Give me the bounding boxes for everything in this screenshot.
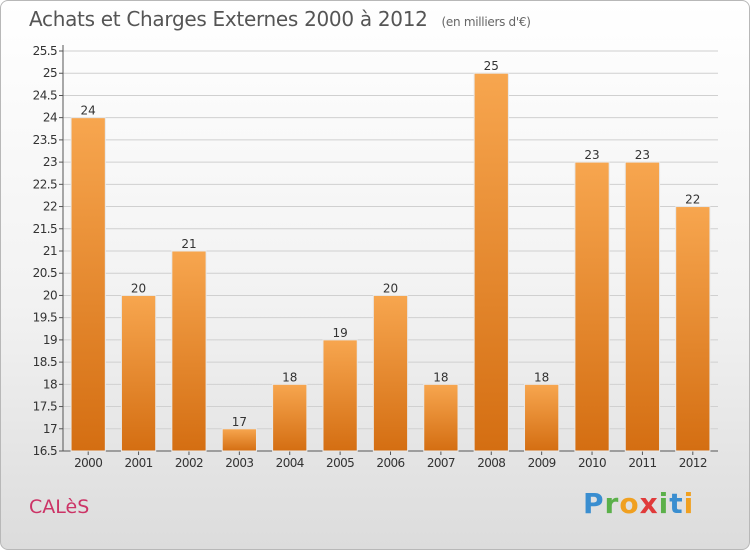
y-tick-label: 20.5	[33, 266, 57, 280]
bar-value-label: 20	[131, 281, 146, 295]
x-tick-label: 2007	[427, 456, 455, 470]
x-tick-label: 2009	[528, 456, 556, 470]
bar-value-label: 21	[181, 237, 196, 251]
bar-value-label: 24	[81, 104, 96, 118]
bar-2012	[675, 206, 711, 452]
x-tick-label: 2008	[477, 456, 505, 470]
y-tick-label: 20	[43, 288, 57, 302]
bar-2000	[70, 117, 106, 452]
logo-letter: i	[683, 487, 695, 520]
y-tick-label: 25	[43, 66, 57, 80]
y-tick-label: 21	[43, 244, 57, 258]
bar-value-label: 18	[433, 370, 448, 384]
y-tick-label: 19	[43, 333, 57, 347]
bar-2006	[372, 294, 409, 452]
y-tick-label: 23.5	[33, 133, 57, 147]
x-tick-label: 2003	[225, 456, 253, 470]
logo-letter: P	[583, 487, 605, 520]
bar-value-label: 18	[534, 370, 549, 384]
y-tick-label: 18.5	[33, 355, 57, 369]
bar-value-label: 17	[232, 415, 247, 429]
x-tick-label: 2000	[74, 456, 102, 470]
logo-letter: o	[619, 487, 640, 520]
y-tick-label: 24.5	[33, 88, 57, 102]
y-tick-label: 21.5	[33, 222, 57, 236]
labels: 16.5 17 17.5 18 18.5 19 19.5 20 20.5 21 21.5 22 22.5…	[33, 44, 708, 470]
chart-unit: (en milliers d'€)	[441, 15, 531, 29]
y-tick-label: 16.5	[33, 444, 57, 458]
x-tick-label: 2001	[125, 456, 153, 470]
bar-2008	[473, 72, 509, 452]
bar-2002	[171, 250, 207, 452]
bar-value-label: 19	[332, 326, 347, 340]
y-tick-label: 25.5	[33, 44, 57, 58]
y-tick-label: 19.5	[33, 311, 57, 325]
y-tick-label: 17.5	[33, 400, 57, 414]
logo-letter: x	[639, 487, 659, 520]
x-tick-label: 2006	[376, 456, 404, 470]
x-tick-label: 2002	[175, 456, 203, 470]
y-tick-label: 22	[43, 200, 57, 214]
bar-value-label: 25	[484, 59, 499, 73]
bar-value-label: 23	[584, 148, 599, 162]
bar-value-label: 23	[635, 148, 650, 162]
bars	[70, 72, 711, 452]
x-tick-label: 2011	[628, 456, 656, 470]
bar-2001	[120, 294, 157, 452]
y-tick-label: 24	[43, 111, 57, 125]
y-tick-label: 23	[43, 155, 57, 169]
bar-value-label: 22	[685, 193, 700, 207]
x-tick-label: 2005	[326, 456, 354, 470]
y-tick-label: 18	[43, 377, 57, 391]
bar-2011	[624, 161, 661, 452]
chart-title-text: Achats et Charges Externes 2000 à 2012	[29, 7, 428, 31]
bar-2004	[272, 383, 308, 452]
logo-letter: r	[604, 487, 620, 520]
bar-value-label: 18	[282, 370, 297, 384]
bar-2003	[221, 428, 257, 452]
bar-2005	[322, 339, 358, 452]
bar-2010	[574, 161, 610, 452]
bar-2009	[524, 383, 560, 452]
y-tick-label: 22.5	[33, 177, 57, 191]
proxiti-logo: Proxiti	[583, 487, 694, 520]
logo-letter: i	[658, 487, 670, 520]
bar-value-label: 20	[383, 281, 398, 295]
logo-letter: t	[669, 487, 684, 520]
x-tick-label: 2010	[578, 456, 606, 470]
y-tick-label: 17	[43, 422, 57, 436]
x-tick-label: 2004	[276, 456, 304, 470]
commune-name: CALèS	[29, 496, 90, 518]
bar-2007	[423, 383, 459, 452]
chart-title: Achats et Charges Externes 2000 à 2012 (e…	[29, 7, 531, 31]
x-tick-label: 2012	[679, 456, 707, 470]
